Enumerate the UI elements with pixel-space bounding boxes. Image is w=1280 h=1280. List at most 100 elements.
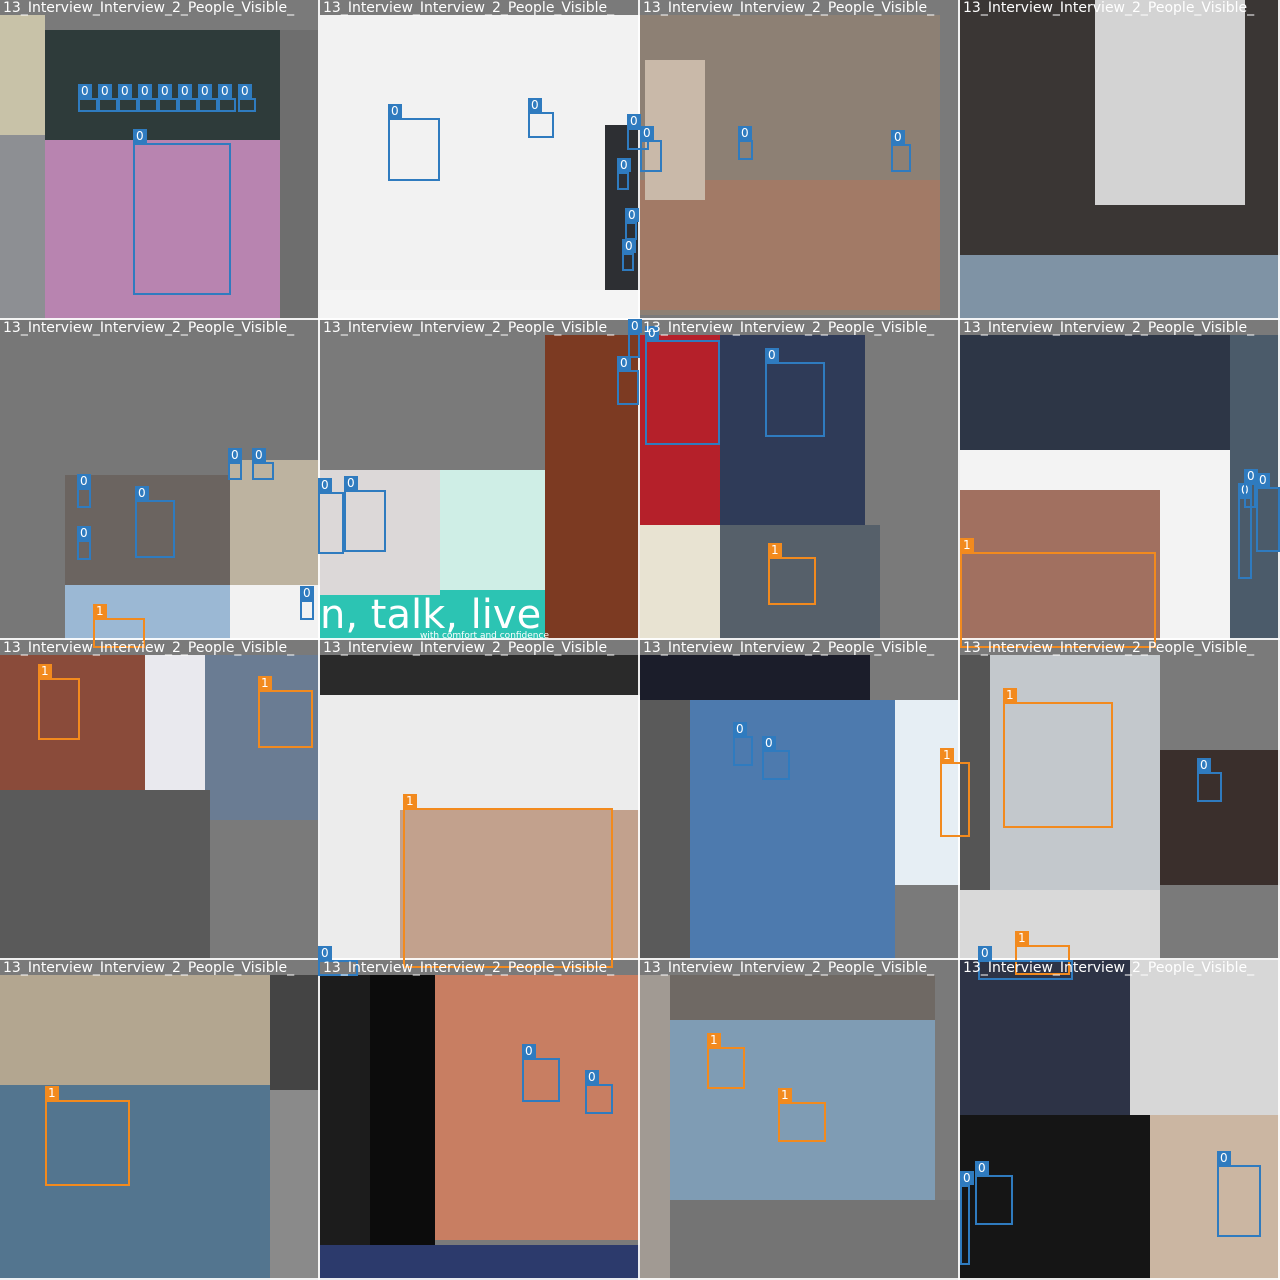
mosaic-tile: 13_Interview_Interview_2_People_Visible_ (640, 960, 960, 1280)
mosaic-tile: 13_Interview_Interview_2_People_Visible_ (320, 0, 640, 320)
detection-class-label: 0 (627, 114, 641, 128)
detection-class-label: 0 (585, 1070, 599, 1084)
detection-box: 0 (77, 526, 91, 560)
mosaic-tile: 13_Interview_Interview_2_People_Visible_ (320, 640, 640, 960)
detection-class-label: 1 (1015, 931, 1029, 945)
detection-box: 0 (522, 1044, 560, 1102)
image-patch (45, 140, 280, 320)
mosaic-tile: 13_Interview_Interview_2_People_Visible_ (320, 960, 640, 1280)
detection-class-label: 0 (98, 84, 112, 98)
image-caption: n, talk, live (320, 592, 542, 638)
detection-box: 0 (960, 1171, 974, 1265)
image-patch (145, 655, 205, 815)
detection-box: 0 (891, 130, 911, 172)
detection-class-label: 1 (960, 538, 974, 552)
image-patch (320, 975, 370, 1265)
detection-class-label: 0 (622, 239, 636, 253)
image-patch (0, 975, 270, 1085)
image-patch (0, 655, 145, 790)
detection-class-label: 0 (645, 326, 659, 340)
detection-box: 1 (940, 748, 970, 837)
detection-class-label: 0 (625, 208, 639, 222)
detection-box: 0 (158, 84, 178, 112)
detection-class-label: 0 (640, 126, 654, 140)
tile-title: 13_Interview_Interview_2_People_Visible_ (963, 0, 1255, 16)
detection-class-label: 0 (1256, 473, 1270, 487)
image-patch (670, 1020, 935, 1200)
detection-class-label: 0 (738, 126, 752, 140)
detection-box: 1 (403, 794, 613, 968)
detection-box: 1 (38, 664, 80, 740)
detection-class-label: 0 (300, 586, 314, 600)
image-patch (320, 590, 545, 640)
image-patch (640, 180, 940, 310)
image-patch (960, 335, 1230, 450)
detection-class-label: 0 (252, 448, 266, 462)
mosaic-tile: 13_Interview_Interview_2_People_Visible_ (640, 0, 960, 320)
detection-class-label: 0 (158, 84, 172, 98)
detection-class-label: 0 (344, 476, 358, 490)
mosaic-tile: 13_Interview_Interview_2_People_Visible_ (960, 320, 1280, 640)
detection-class-label: 0 (528, 98, 542, 112)
detection-class-label: 0 (218, 84, 232, 98)
detection-box: 0 (344, 476, 386, 552)
detection-class-label: 1 (403, 794, 417, 808)
detection-box: 0 (762, 736, 790, 780)
detection-class-label: 1 (778, 1088, 792, 1102)
image-patch (320, 15, 640, 290)
image-patch (320, 655, 640, 695)
detection-box: 0 (1244, 469, 1258, 508)
mosaic-tile: 13_Interview_Interview_2_People_Visible_ (960, 960, 1280, 1280)
detection-class-label: 0 (138, 84, 152, 98)
image-patch (280, 30, 320, 320)
image-patch (320, 1245, 640, 1280)
image-patch (320, 290, 640, 320)
image-patch (640, 700, 690, 960)
image-patch (370, 975, 435, 1265)
detection-box: 0 (135, 486, 175, 558)
detection-box: 0 (78, 84, 98, 112)
mosaic-tile: 13_Interview_Interview_2_People_Visible_ (0, 960, 320, 1280)
detection-box: 0 (133, 129, 231, 295)
detection-class-label: 0 (628, 319, 642, 333)
tile-title: 13_Interview_Interview_2_People_Visible_ (3, 0, 295, 16)
detection-box: 0 (1256, 473, 1280, 552)
image-patch (0, 790, 210, 960)
detection-class-label: 0 (762, 736, 776, 750)
detection-box: 1 (778, 1088, 826, 1142)
image-patch (940, 15, 960, 320)
detection-box: 0 (640, 126, 662, 172)
tile-title: 13_Interview_Interview_2_People_Visible_ (3, 640, 295, 656)
image-patch (65, 585, 230, 640)
mosaic-tile: 13_Interview_Interview_2_People_Visible_ (320, 320, 640, 640)
tile-title: 13_Interview_Interview_2_People_Visible_ (323, 0, 615, 16)
image-patch (720, 335, 865, 525)
detection-box: 0 (625, 208, 639, 240)
image-patch (990, 655, 1160, 900)
tile-title: 13_Interview_Interview_2_People_Visible_ (963, 640, 1255, 656)
detection-box: 0 (198, 84, 218, 112)
detection-box: 1 (93, 604, 145, 648)
image-patch (1160, 750, 1280, 885)
image-patch (690, 700, 895, 960)
detection-box: 0 (765, 348, 825, 437)
detection-class-label: 0 (77, 474, 91, 488)
image-patch (720, 525, 880, 640)
tile-title: 13_Interview_Interview_2_People_Visible_ (643, 320, 935, 336)
detection-class-label: 1 (940, 748, 954, 762)
image-patch (640, 975, 670, 1280)
detection-box: 0 (1197, 758, 1222, 802)
detection-box: 1 (258, 676, 313, 748)
detection-class-label: 0 (318, 946, 332, 960)
detection-class-label: 0 (133, 129, 147, 143)
image-patch (400, 810, 640, 960)
detection-box: 1 (1003, 688, 1113, 828)
tile-title: 13_Interview_Interview_2_People_Visible_ (643, 0, 935, 16)
image-patch (865, 335, 960, 525)
tile-title: 13_Interview_Interview_2_People_Visible_ (323, 640, 615, 656)
tile-title: 13_Interview_Interview_2_People_Visible_ (643, 640, 935, 656)
detection-box: 0 (238, 84, 256, 112)
mosaic-tile: 13_Interview_Interview_2_People_Visible_ (640, 320, 960, 640)
image-patch (640, 525, 720, 640)
detection-class-label: 1 (1003, 688, 1017, 702)
